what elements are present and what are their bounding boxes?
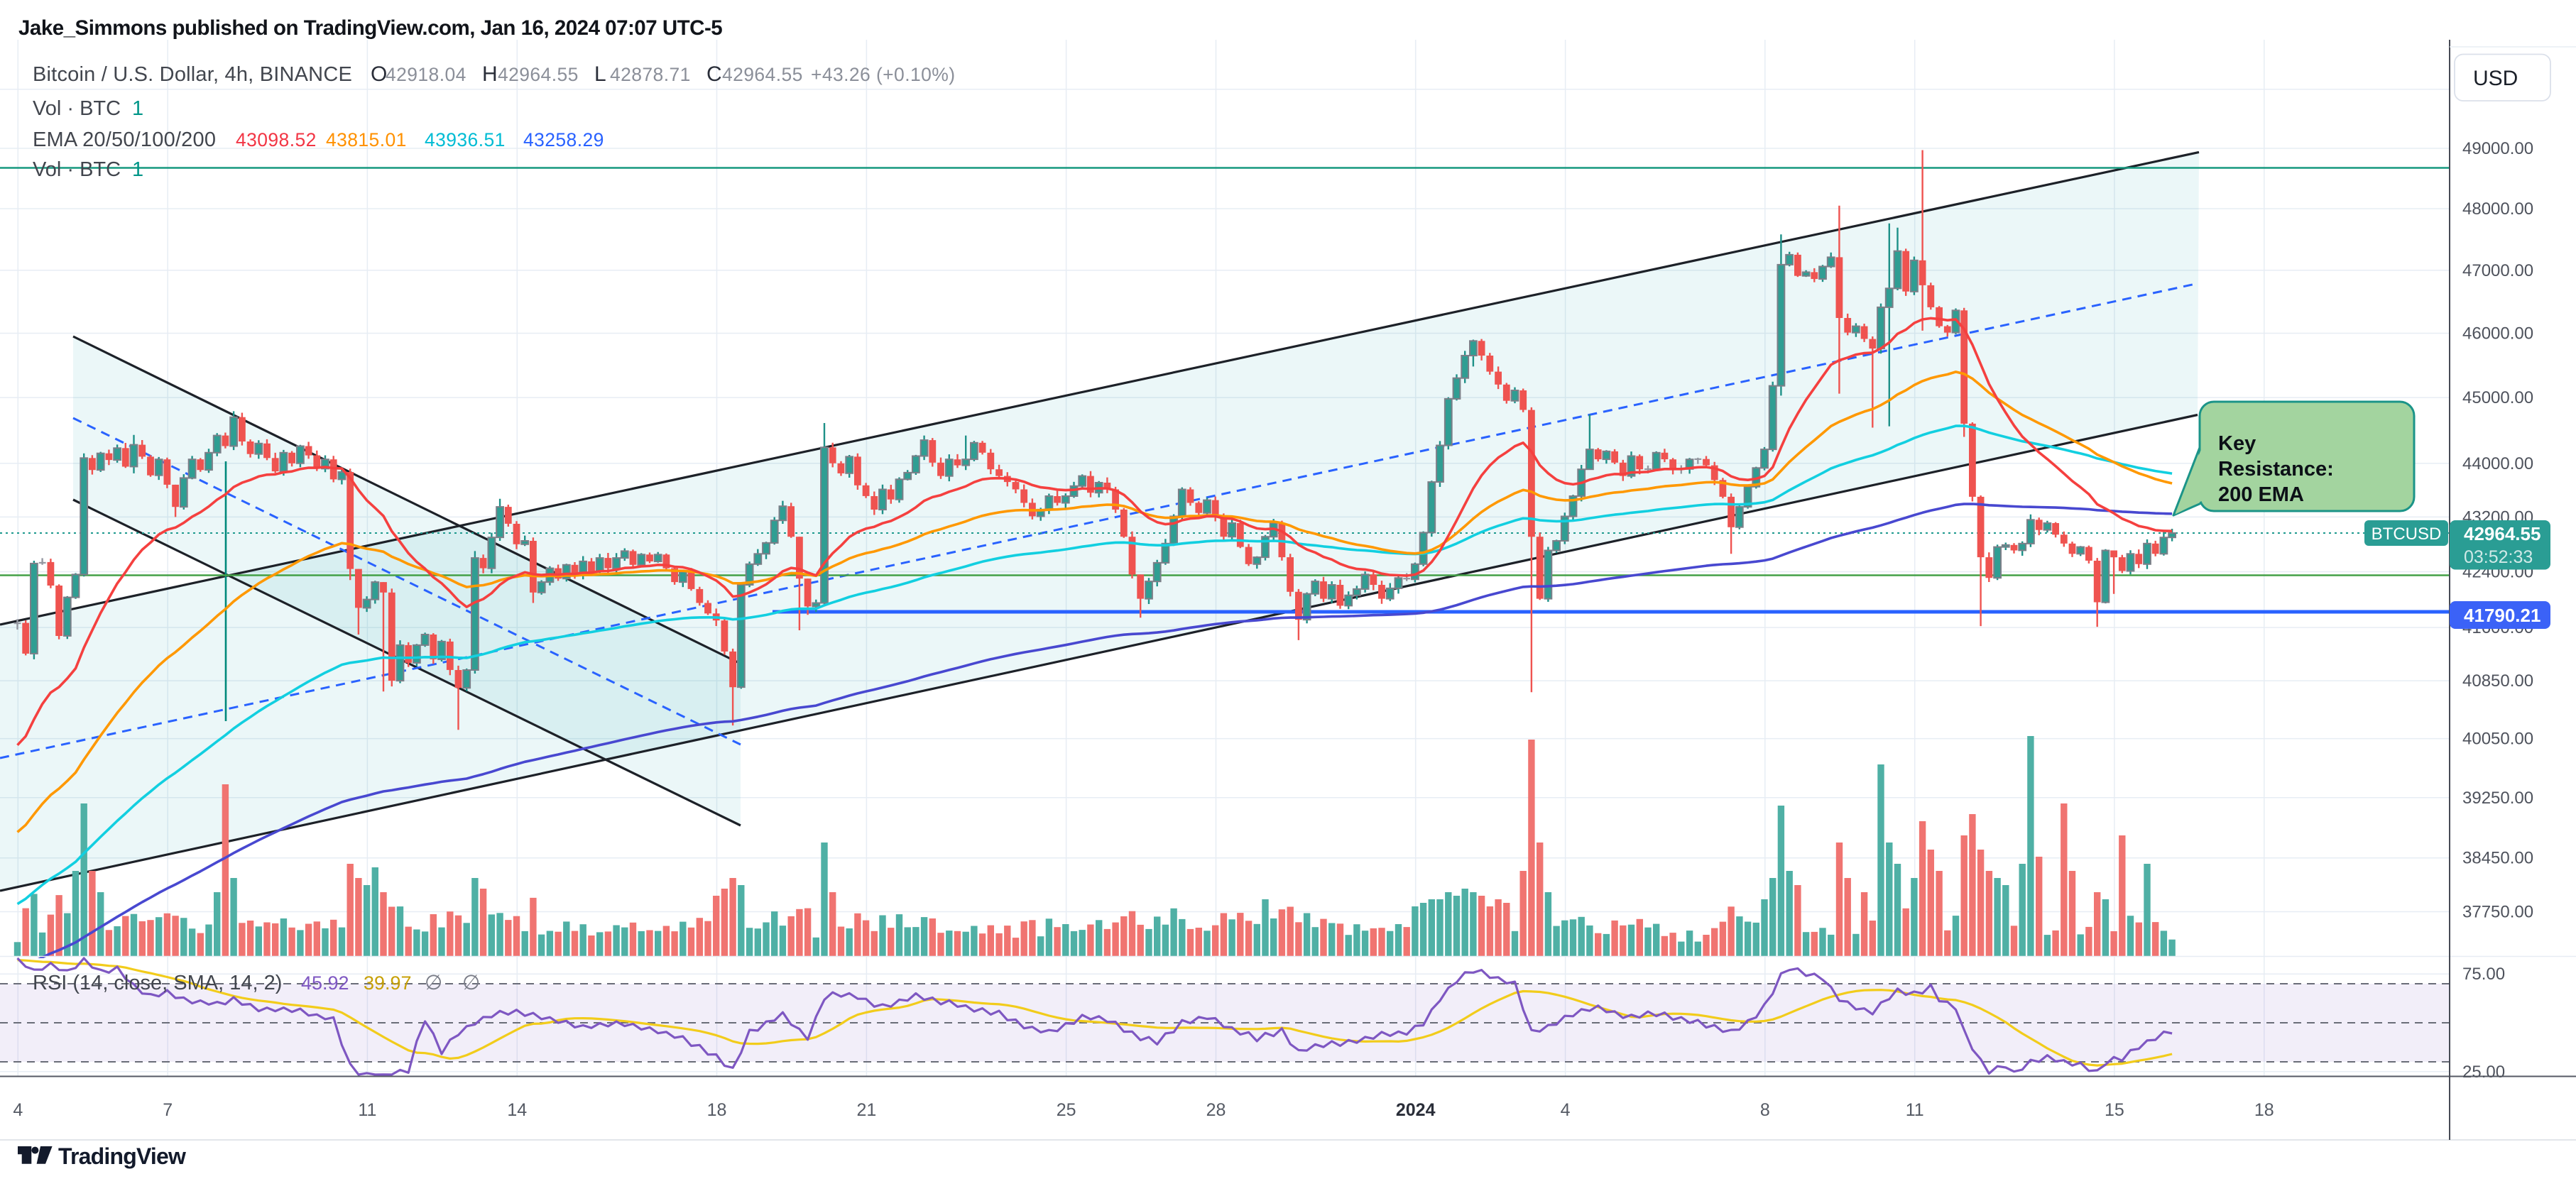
svg-text:45000.00: 45000.00 [2462, 388, 2533, 407]
svg-text:75.00: 75.00 [2462, 965, 2505, 984]
svg-text:2024: 2024 [1396, 1100, 1436, 1120]
svg-text:25.00: 25.00 [2462, 1063, 2505, 1082]
svg-text:40050.00: 40050.00 [2462, 730, 2533, 749]
svg-text:38450.00: 38450.00 [2462, 849, 2533, 868]
svg-text:44000.00: 44000.00 [2462, 454, 2533, 473]
svg-text:8: 8 [1760, 1100, 1770, 1120]
svg-text:11: 11 [1906, 1100, 1924, 1120]
svg-text:48000.00: 48000.00 [2462, 199, 2533, 219]
svg-text:25: 25 [1057, 1100, 1076, 1120]
svg-text:4: 4 [13, 1100, 23, 1120]
svg-text:39250.00: 39250.00 [2462, 789, 2533, 808]
svg-text:47000.00: 47000.00 [2462, 261, 2533, 280]
svg-text:15: 15 [2105, 1100, 2124, 1120]
svg-text:7: 7 [163, 1100, 173, 1120]
svg-text:USD: USD [2473, 67, 2518, 90]
svg-text:Bitcoin / U.S. Dollar, 4h, BIN: Bitcoin / U.S. Dollar, 4h, BINANCE O42918… [33, 62, 955, 86]
svg-text:Resistance:: Resistance: [2218, 458, 2334, 481]
svg-text:Key: Key [2218, 432, 2256, 455]
svg-text:4: 4 [1561, 1100, 1571, 1120]
svg-text:42964.55: 42964.55 [2464, 523, 2540, 544]
svg-text:46000.00: 46000.00 [2462, 324, 2533, 344]
svg-text:18: 18 [2254, 1100, 2274, 1120]
svg-text:37750.00: 37750.00 [2462, 903, 2533, 922]
svg-text:03:52:33: 03:52:33 [2464, 547, 2533, 567]
svg-text:11: 11 [358, 1100, 376, 1120]
svg-text:BTCUSD: BTCUSD [2372, 525, 2442, 544]
svg-text:TradingView: TradingView [58, 1143, 186, 1169]
svg-text:18: 18 [707, 1100, 727, 1120]
svg-text:RSI (14, close, SMA, 14, 2)45.: RSI (14, close, SMA, 14, 2) 45.92 39.97 ∅ ∅ [33, 972, 480, 994]
svg-text:28: 28 [1206, 1100, 1226, 1120]
svg-text:49000.00: 49000.00 [2462, 139, 2533, 158]
svg-text:14: 14 [507, 1100, 527, 1120]
svg-text:41790.21: 41790.21 [2464, 605, 2540, 626]
svg-text:Jake_Simmons published on Trad: Jake_Simmons published on TradingView.co… [18, 16, 722, 40]
svg-text:200 EMA: 200 EMA [2218, 483, 2304, 506]
svg-text:21: 21 [856, 1100, 876, 1120]
svg-text:40850.00: 40850.00 [2462, 671, 2533, 691]
